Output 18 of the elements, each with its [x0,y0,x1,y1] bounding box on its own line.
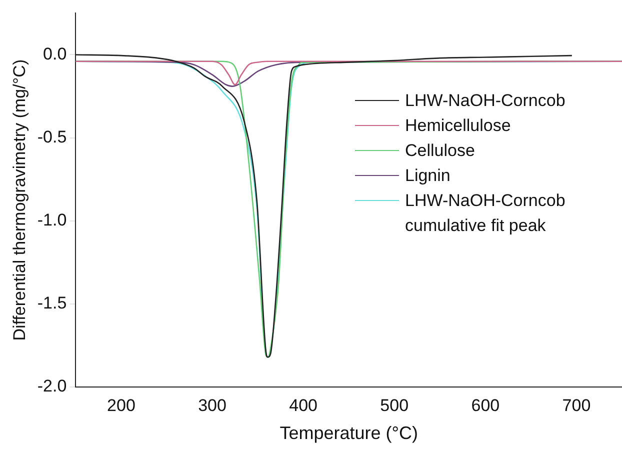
y-axis-title: Differential thermogravimetry (mg/°C) [10,59,29,341]
x-tick-label: 200 [107,396,136,415]
legend-label: LHW-NaOH-Corncob cumulative fit peak [405,190,566,237]
x-axis-title: Temperature (°C) [280,423,418,444]
y-tick-label: -2.0 [37,376,67,396]
x-tick-label: 400 [289,396,318,415]
x-tick-label: 700 [562,396,591,415]
x-tick-label: 600 [471,396,500,415]
x-tick-label: 500 [380,396,409,415]
legend-label: Hemicellulose [405,115,511,137]
legend-label: Cellulose [405,140,475,162]
y-tick-label: 0.0 [43,44,67,64]
x-tick-label: 300 [198,396,226,415]
legend-label: Lignin [405,165,450,187]
legend-label: LHW-NaOH-Corncob [405,90,566,112]
y-tick-label: -1.5 [37,294,67,313]
y-tick-label: -0.5 [37,127,67,146]
y-tick-label: -1.0 [37,210,67,230]
